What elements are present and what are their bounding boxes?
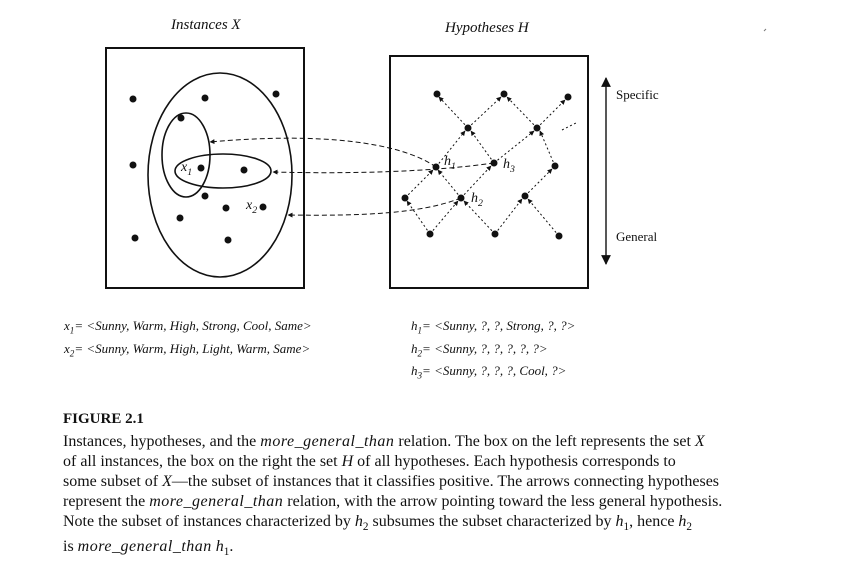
caption-line-5: Note the subset of instances characteriz…: [63, 513, 693, 534]
instances-box: [105, 47, 305, 289]
figure-caption: Instances, hypotheses, and the more_gene…: [63, 432, 823, 562]
h2-subset-ellipse: [147, 72, 293, 278]
general-label: General: [616, 229, 658, 244]
h2-definition: h2= <Sunny, ?, ?, ?, ?, ?>: [411, 341, 548, 359]
caption-line-3: some subset of X—the subset of instances…: [63, 473, 720, 490]
specific-label: Specific: [616, 87, 659, 102]
x2-point-label: x2: [246, 198, 258, 216]
lattice-arrows: [404, 96, 579, 237]
caption-line-4: represent the more_general_than relation…: [63, 493, 723, 510]
h3-definition: h3= <Sunny, ?, ?, ?, Cool, ?>: [411, 363, 567, 381]
hypotheses-title: Hypotheses H: [445, 20, 529, 36]
hypotheses-box: [389, 55, 589, 289]
h3-subset-ellipse: [174, 153, 272, 189]
x1-point-label: x1: [181, 160, 193, 178]
instance-dots: [129, 90, 280, 244]
h2-point-label: h2: [471, 191, 483, 209]
h1-definition: h1= <Sunny, ?, ?, Strong, ?, ?>: [411, 318, 576, 336]
caption-line-2: of all instances, the box on the right t…: [63, 453, 676, 470]
x1-definition: x1= <Sunny, Warm, High, Strong, Cool, Sa…: [64, 318, 312, 336]
mapping-curves: [209, 137, 495, 218]
h3-point-label: h3: [503, 157, 515, 175]
hypothesis-dots: [401, 90, 572, 240]
caption-line-6: is more_general_than h1.: [63, 538, 234, 559]
h1-point-label: h1: [444, 154, 456, 172]
caption-line-1: Instances, hypotheses, and the more_gene…: [63, 433, 705, 450]
instances-title: Instances X: [171, 17, 241, 33]
x2-definition: x2= <Sunny, Warm, High, Light, Warm, Sam…: [64, 341, 311, 359]
figure-label: FIGURE 2.1: [63, 411, 144, 427]
